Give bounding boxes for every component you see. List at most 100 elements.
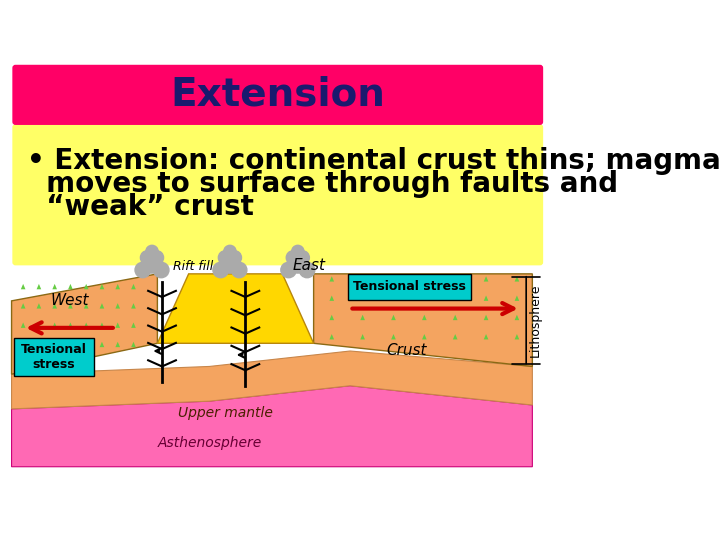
Polygon shape xyxy=(515,315,519,320)
Polygon shape xyxy=(68,303,73,308)
Polygon shape xyxy=(84,303,89,308)
Text: Lithosphere: Lithosphere xyxy=(528,284,541,357)
Polygon shape xyxy=(360,315,365,320)
Polygon shape xyxy=(53,342,57,347)
Polygon shape xyxy=(484,276,488,281)
Polygon shape xyxy=(330,295,334,301)
Polygon shape xyxy=(84,342,89,347)
Polygon shape xyxy=(131,284,136,289)
Circle shape xyxy=(143,254,161,273)
Circle shape xyxy=(281,262,296,278)
Polygon shape xyxy=(21,284,25,289)
Polygon shape xyxy=(21,322,25,328)
Polygon shape xyxy=(37,322,41,328)
Polygon shape xyxy=(99,284,104,289)
Text: moves to surface through faults and: moves to surface through faults and xyxy=(27,170,618,198)
FancyBboxPatch shape xyxy=(14,338,94,376)
Polygon shape xyxy=(68,342,73,347)
Circle shape xyxy=(218,251,233,265)
Polygon shape xyxy=(37,284,41,289)
Polygon shape xyxy=(115,303,120,308)
Polygon shape xyxy=(391,276,396,281)
Text: Crust: Crust xyxy=(387,343,427,358)
Circle shape xyxy=(220,254,239,273)
Polygon shape xyxy=(515,295,519,301)
Polygon shape xyxy=(360,276,365,281)
Polygon shape xyxy=(484,315,488,320)
Polygon shape xyxy=(515,276,519,281)
Polygon shape xyxy=(53,322,57,328)
Polygon shape xyxy=(21,303,25,308)
Polygon shape xyxy=(21,342,25,347)
Polygon shape xyxy=(330,276,334,281)
Polygon shape xyxy=(422,276,427,281)
Circle shape xyxy=(287,251,300,265)
Text: Upper mantle: Upper mantle xyxy=(179,406,273,420)
Polygon shape xyxy=(453,276,457,281)
Circle shape xyxy=(295,251,310,265)
Polygon shape xyxy=(453,334,457,340)
Text: “weak” crust: “weak” crust xyxy=(27,193,254,221)
Text: Rift fill: Rift fill xyxy=(173,260,213,273)
Text: • Extension: continental crust thins; magma: • Extension: continental crust thins; ma… xyxy=(27,146,720,174)
Polygon shape xyxy=(422,295,427,301)
Polygon shape xyxy=(360,295,365,301)
Polygon shape xyxy=(84,322,89,328)
Bar xyxy=(12,266,532,467)
Polygon shape xyxy=(484,295,488,301)
Polygon shape xyxy=(12,274,158,374)
Text: West: West xyxy=(50,293,89,308)
Polygon shape xyxy=(158,274,314,343)
Circle shape xyxy=(146,245,158,258)
Polygon shape xyxy=(422,334,427,340)
Polygon shape xyxy=(99,342,104,347)
Text: Tensional
stress: Tensional stress xyxy=(21,343,87,371)
Polygon shape xyxy=(484,334,488,340)
Polygon shape xyxy=(53,284,57,289)
Circle shape xyxy=(140,251,154,265)
Circle shape xyxy=(213,262,228,278)
FancyBboxPatch shape xyxy=(12,124,543,265)
Circle shape xyxy=(135,262,150,278)
Polygon shape xyxy=(84,284,89,289)
Polygon shape xyxy=(99,322,104,328)
Polygon shape xyxy=(391,295,396,301)
Circle shape xyxy=(300,262,315,278)
Polygon shape xyxy=(12,386,532,467)
Polygon shape xyxy=(115,322,120,328)
Polygon shape xyxy=(68,322,73,328)
Polygon shape xyxy=(330,315,334,320)
Polygon shape xyxy=(115,284,120,289)
Text: Asthenosphere: Asthenosphere xyxy=(158,436,261,450)
Polygon shape xyxy=(131,303,136,308)
Polygon shape xyxy=(131,322,136,328)
Polygon shape xyxy=(391,315,396,320)
Polygon shape xyxy=(453,315,457,320)
Polygon shape xyxy=(68,284,73,289)
Circle shape xyxy=(150,251,163,265)
Polygon shape xyxy=(453,295,457,301)
Polygon shape xyxy=(422,315,427,320)
Circle shape xyxy=(153,262,169,278)
Polygon shape xyxy=(391,334,396,340)
Circle shape xyxy=(289,254,307,273)
Polygon shape xyxy=(99,303,104,308)
Polygon shape xyxy=(53,303,57,308)
Polygon shape xyxy=(360,334,365,340)
Polygon shape xyxy=(330,334,334,340)
Circle shape xyxy=(292,245,304,258)
FancyBboxPatch shape xyxy=(12,65,543,125)
Circle shape xyxy=(228,251,241,265)
Polygon shape xyxy=(115,342,120,347)
Polygon shape xyxy=(515,334,519,340)
Polygon shape xyxy=(314,274,532,367)
FancyBboxPatch shape xyxy=(348,274,471,300)
Circle shape xyxy=(231,262,247,278)
Polygon shape xyxy=(12,351,532,409)
Polygon shape xyxy=(37,342,41,347)
Text: Extension: Extension xyxy=(171,76,385,114)
Polygon shape xyxy=(131,342,136,347)
Polygon shape xyxy=(37,303,41,308)
Text: Tensional stress: Tensional stress xyxy=(354,280,466,293)
Text: East: East xyxy=(292,258,325,273)
